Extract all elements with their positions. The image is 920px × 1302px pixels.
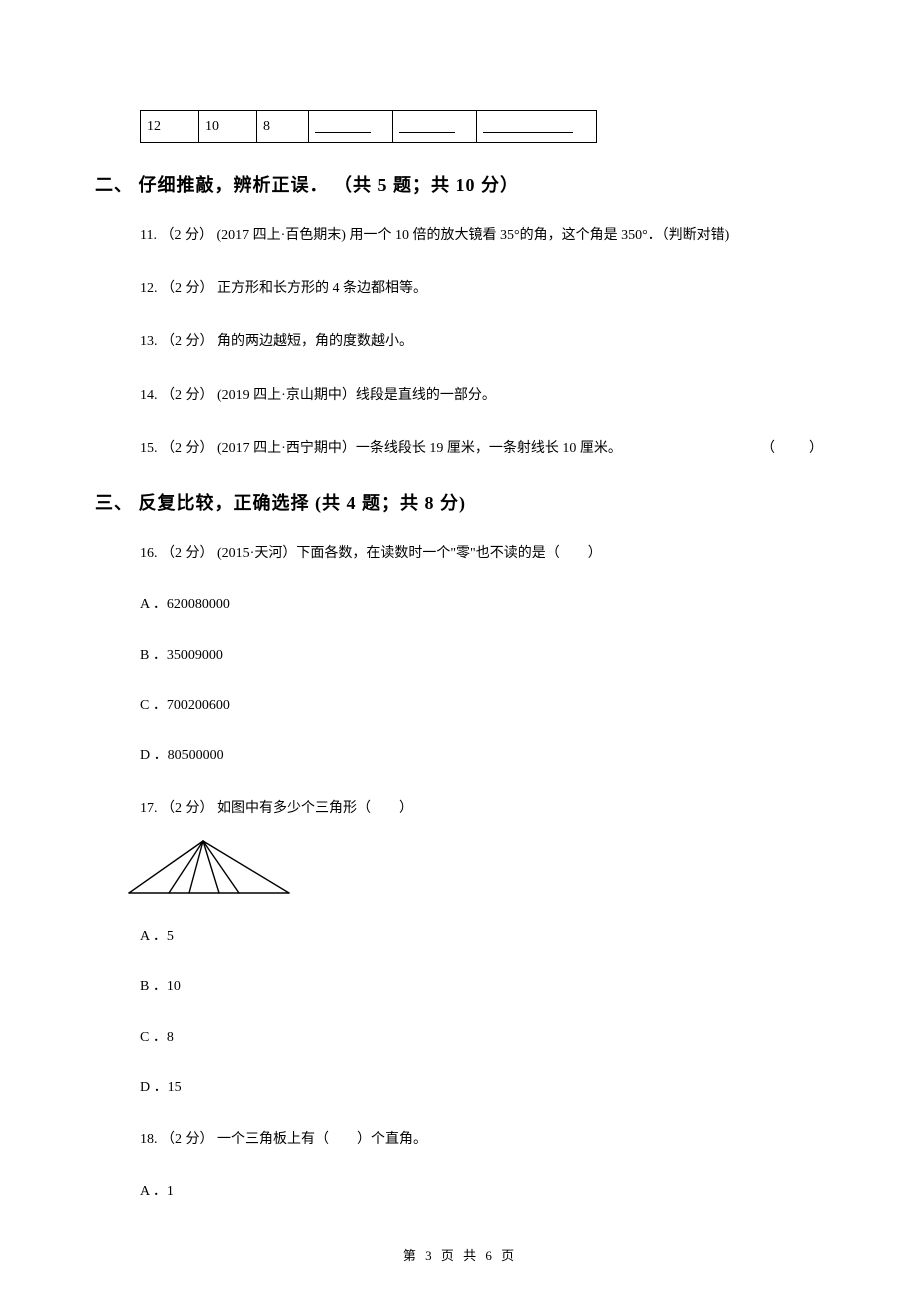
section-3-heading: 三、 反复比较，正确选择 (共 4 题；共 8 分) xyxy=(95,489,825,515)
question-15-text: 15. （2 分） (2017 四上·西宁期中）一条线段长 19 厘米，一条射线… xyxy=(140,436,622,461)
page-footer: 第 3 页 共 6 页 xyxy=(0,1245,920,1264)
option-16-a: A ．620080000 xyxy=(140,594,825,616)
option-17-a: A ．5 xyxy=(140,926,825,948)
table-cell: 8 xyxy=(257,111,309,143)
table-cell: 12 xyxy=(141,111,199,143)
option-18-a: A ．1 xyxy=(140,1181,825,1203)
data-table: 12 10 8 xyxy=(140,110,597,143)
question-17: 17. （2 分） 如图中有多少个三角形（ ） xyxy=(140,796,825,821)
option-16-b: B ．35009000 xyxy=(140,645,825,667)
triangle-svg xyxy=(125,837,293,897)
question-11: 11. （2 分） (2017 四上·百色期末) 用一个 10 倍的放大镜看 3… xyxy=(140,223,825,248)
question-15-paren: （ ） xyxy=(761,436,825,461)
question-16: 16. （2 分） (2015·天河）下面各数，在读数时一个"零"也不读的是（ … xyxy=(140,541,825,566)
option-16-d: D ．80500000 xyxy=(140,745,825,767)
table-row: 12 10 8 xyxy=(141,111,597,143)
triangle-figure xyxy=(125,837,825,902)
table-cell-blank xyxy=(393,111,477,143)
option-16-c: C ．700200600 xyxy=(140,695,825,717)
option-17-c: C ．8 xyxy=(140,1027,825,1049)
question-13: 13. （2 分） 角的两边越短，角的度数越小。 xyxy=(140,329,825,354)
section-2-heading: 二、 仔细推敲，辨析正误． （共 5 题；共 10 分） xyxy=(95,171,825,197)
option-17-b: B ．10 xyxy=(140,976,825,998)
question-18: 18. （2 分） 一个三角板上有（ ）个直角。 xyxy=(140,1127,825,1152)
table-cell: 10 xyxy=(199,111,257,143)
question-14: 14. （2 分） (2019 四上·京山期中）线段是直线的一部分。 xyxy=(140,383,825,408)
question-12: 12. （2 分） 正方形和长方形的 4 条边都相等。 xyxy=(140,276,825,301)
table-cell-blank xyxy=(477,111,597,143)
question-15: 15. （2 分） (2017 四上·西宁期中）一条线段长 19 厘米，一条射线… xyxy=(140,436,825,461)
table-cell-blank xyxy=(309,111,393,143)
option-17-d: D ．15 xyxy=(140,1077,825,1099)
